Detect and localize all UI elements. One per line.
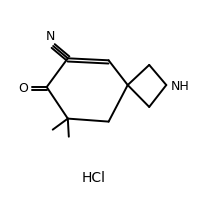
Text: NH: NH [171, 79, 190, 92]
Text: HCl: HCl [82, 170, 106, 184]
Text: N: N [46, 30, 56, 43]
Text: O: O [18, 81, 28, 94]
